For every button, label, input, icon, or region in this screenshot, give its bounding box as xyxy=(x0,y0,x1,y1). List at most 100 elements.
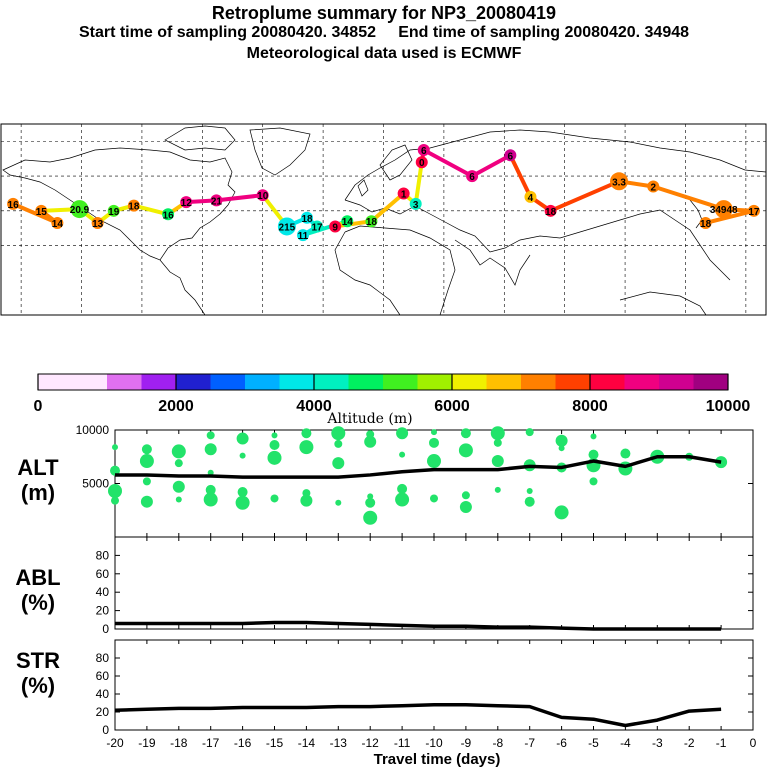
plume-marker-label: 2 xyxy=(650,183,656,194)
x-tick-label: -16 xyxy=(234,736,252,750)
y-tick-label: 60 xyxy=(96,669,110,683)
trajectory-segment xyxy=(333,219,374,229)
series-line xyxy=(115,455,722,479)
x-tick-label: -19 xyxy=(138,736,156,750)
x-tick-label: -18 xyxy=(170,736,188,750)
series-line xyxy=(115,620,722,631)
colorbar-segment xyxy=(469,374,487,390)
colorbar-segment xyxy=(89,374,108,390)
y-tick-label: 0 xyxy=(102,622,109,636)
cluster-point xyxy=(332,457,345,470)
cluster-point xyxy=(142,477,151,486)
colorbar-tick-label: 4000 xyxy=(296,398,332,415)
y-tick-label: 40 xyxy=(96,585,110,599)
colorbar-tick-label: 0 xyxy=(34,398,43,415)
cluster-point xyxy=(206,431,215,440)
plume-marker xyxy=(415,156,428,169)
sampling-times: Start time of sampling 20080420. 34852 E… xyxy=(78,24,690,41)
cluster-point xyxy=(490,426,505,441)
trajectory-segment xyxy=(413,160,424,206)
plume-marker xyxy=(127,199,140,212)
x-tick-label: -11 xyxy=(394,736,411,750)
colorbar-segment xyxy=(417,374,436,390)
cluster-point xyxy=(301,428,312,439)
colorbar-segment xyxy=(676,374,694,390)
cluster-point xyxy=(235,495,250,510)
altitude-colorbar: 0 2000 4000 6000 8000 10000 xyxy=(34,373,750,415)
trajectory-segment xyxy=(369,191,406,224)
cluster-point xyxy=(175,496,182,503)
cluster-point xyxy=(524,496,535,507)
plume-marker-label: 14 xyxy=(342,217,354,228)
colorbar-segment xyxy=(38,374,56,390)
y-tick-label: 80 xyxy=(96,548,110,562)
x-tick-label: -8 xyxy=(492,736,503,750)
colorbar-segment xyxy=(434,374,453,390)
cluster-point xyxy=(588,449,599,460)
cluster-point xyxy=(271,432,278,439)
plume-marker-label: 1 xyxy=(401,189,407,200)
plume-marker-label: 19 xyxy=(108,207,120,218)
cluster-point xyxy=(364,435,377,448)
cluster-point xyxy=(139,454,154,469)
cluster-point xyxy=(140,495,153,508)
plume-marker-label: 16 xyxy=(163,210,175,221)
cluster-point xyxy=(526,487,533,494)
plume-marker-label: 18 xyxy=(301,214,313,225)
plume-marker-label: 12 xyxy=(181,198,193,209)
cluster-point xyxy=(270,494,279,503)
str-unit: (%) xyxy=(21,673,55,698)
x-tick-label: -17 xyxy=(202,736,220,750)
abl-label: ABL xyxy=(15,565,60,590)
cluster-point xyxy=(172,480,185,493)
plume-marker-label: 18 xyxy=(545,207,557,218)
coastlines xyxy=(2,125,767,316)
y-tick-label: 10000 xyxy=(76,423,110,437)
colorbar-segment xyxy=(400,374,418,390)
colorbar-tick-label: 6000 xyxy=(434,398,470,415)
cluster-point xyxy=(269,439,280,450)
cluster-point xyxy=(111,496,119,505)
y-tick-label: 40 xyxy=(96,687,110,701)
colorbar-segment xyxy=(572,374,591,390)
x-tick-label: -6 xyxy=(556,736,567,750)
alt-unit: (m) xyxy=(21,480,55,505)
plume-marker xyxy=(544,204,557,217)
plume-marker-label: 14 xyxy=(52,219,64,230)
plume-marker xyxy=(417,144,430,157)
plume-marker-label: 3 xyxy=(413,200,419,211)
cluster-point xyxy=(363,510,378,525)
plume-marker xyxy=(329,220,342,233)
plume-marker-label: 9 xyxy=(332,222,338,233)
x-axis-label: Travel time (days) xyxy=(374,751,501,768)
trajectory-segment xyxy=(214,193,265,203)
colorbar-segment xyxy=(124,374,142,390)
plume-marker xyxy=(699,216,712,229)
x-tick-label: -2 xyxy=(684,736,695,750)
colorbar-segment xyxy=(55,374,73,390)
plume-marker-label: 13 xyxy=(92,219,104,230)
alt-label: ALT xyxy=(17,455,59,480)
x-tick-label: -10 xyxy=(425,736,443,750)
y-tick-label: 60 xyxy=(96,567,110,581)
trajectory-segment xyxy=(651,184,726,212)
x-tick-label: -1 xyxy=(716,736,727,750)
cluster-point xyxy=(236,432,249,445)
colorbar-segment xyxy=(107,374,125,390)
cluster-point xyxy=(460,428,471,439)
plume-marker xyxy=(610,172,629,191)
colorbar-segment xyxy=(624,374,643,390)
plume-marker xyxy=(296,229,309,242)
str-label: STR xyxy=(16,648,60,673)
colorbar-segment xyxy=(158,374,177,390)
cluster-point xyxy=(458,443,473,458)
plume-marker xyxy=(51,216,64,229)
cluster-point xyxy=(589,477,598,486)
colorbar-segment xyxy=(314,374,332,390)
colorbar-segment xyxy=(503,374,522,390)
plume-marker xyxy=(409,197,422,210)
colorbar-segment xyxy=(227,374,246,390)
cluster-point xyxy=(397,483,408,494)
